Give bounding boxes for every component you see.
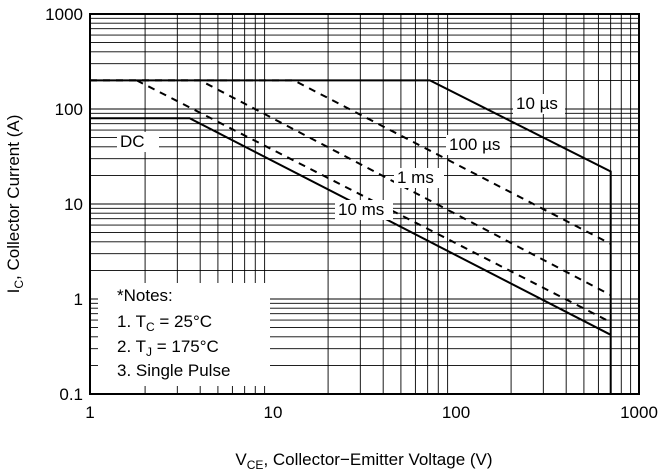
plot-frame: [89, 13, 640, 395]
notes-line-3: 3. Single Pulse: [117, 361, 230, 380]
y-tick-label: 10: [64, 195, 83, 214]
series-label: 10 ms: [338, 200, 384, 219]
x-tick-label: 10: [264, 403, 283, 422]
chart-grid: [90, 14, 639, 394]
notes-box: *Notes: 1. TC = 25°C 2. TJ = 175°C 3. Si…: [98, 283, 270, 386]
x-axis-title: VCE, Collector−Emitter Voltage (V): [235, 450, 492, 472]
y-tick-label: 1: [74, 290, 83, 309]
series-label: DC: [120, 132, 145, 151]
series-label: 100 µs: [449, 135, 500, 154]
series-label: 10 µs: [516, 94, 558, 113]
x-tick-label: 1000: [620, 403, 658, 422]
notes-title: *Notes:: [117, 286, 173, 305]
series-label-bg: [446, 135, 510, 155]
y-tick-label: 100: [55, 100, 83, 119]
x-tick-label: 1: [85, 403, 94, 422]
x-tick-label: 100: [442, 403, 470, 422]
series-label-bg: [117, 132, 159, 152]
chart-series-labels: 10 µs 100 µs 1 ms 10 ms DC: [117, 94, 565, 220]
series-label-bg: [394, 168, 444, 188]
series-line: [90, 117, 612, 336]
y-axis-title: IC, Collector Current (A): [4, 115, 26, 294]
y-tick-label: 0.1: [59, 385, 83, 404]
series-label-bg: [335, 200, 393, 220]
notes-line-2: 2. TJ = 175°C: [117, 337, 219, 359]
series-label-bg: [513, 94, 565, 114]
notes-line-1: 1. TC = 25°C: [117, 312, 212, 334]
series-line: [90, 79, 612, 296]
y-tick-label: 1000: [45, 5, 83, 24]
series-label: 1 ms: [397, 168, 434, 187]
